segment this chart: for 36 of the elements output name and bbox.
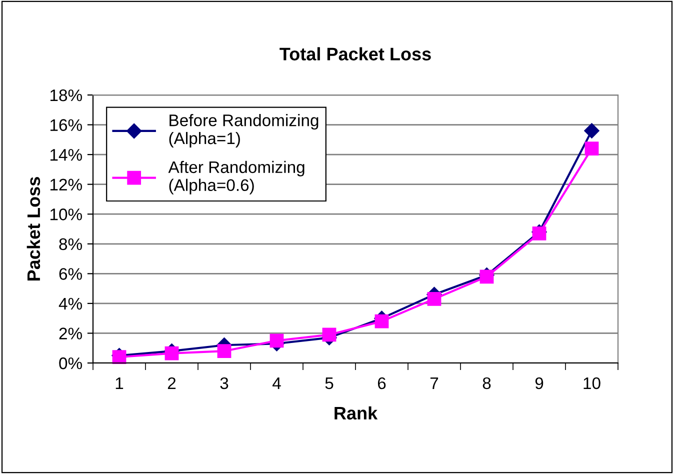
y-tick-label: 16% (50, 119, 82, 131)
x-tick-label: 8 (482, 377, 491, 390)
x-axis-title: Rank (334, 406, 378, 420)
x-tick-label: 10 (584, 377, 600, 390)
y-tick-label: 8% (59, 238, 82, 250)
point (164, 346, 179, 360)
x-tick-label: 7 (430, 378, 438, 389)
y-axis-title: Packet Loss (26, 177, 40, 280)
point (584, 142, 599, 156)
x-tick-label: 2 (168, 377, 176, 389)
point (270, 334, 284, 348)
x-tick-label: 5 (325, 378, 334, 390)
x-tick-label: 3 (220, 377, 228, 390)
point (374, 314, 389, 328)
y-tick-label: 2% (59, 328, 82, 340)
y-tick-label: 0% (59, 357, 82, 370)
legend-label: After Randomizing (Alpha=0.6) (168, 160, 304, 194)
point (532, 226, 546, 240)
y-tick-label: 14% (50, 149, 82, 161)
x-tick-label: 4 (272, 378, 281, 389)
y-tick-label: 4% (58, 298, 82, 310)
y-tick-label: 10% (50, 208, 82, 220)
y-tick-label: 6% (59, 268, 82, 280)
legend-label: Before Randomizing (Alpha=1) (169, 114, 318, 148)
point (322, 328, 336, 342)
y-tick-label: 18% (50, 89, 82, 102)
y-tick-label: 12% (50, 178, 82, 190)
point (217, 344, 232, 358)
chart-title: Total Packet Loss (280, 47, 431, 60)
point (480, 270, 494, 284)
point (427, 292, 442, 306)
point (584, 123, 600, 138)
x-tick-label: 6 (378, 377, 386, 390)
x-tick-label: 1 (116, 378, 124, 389)
x-tick-label: 9 (535, 377, 544, 390)
point (112, 350, 126, 364)
